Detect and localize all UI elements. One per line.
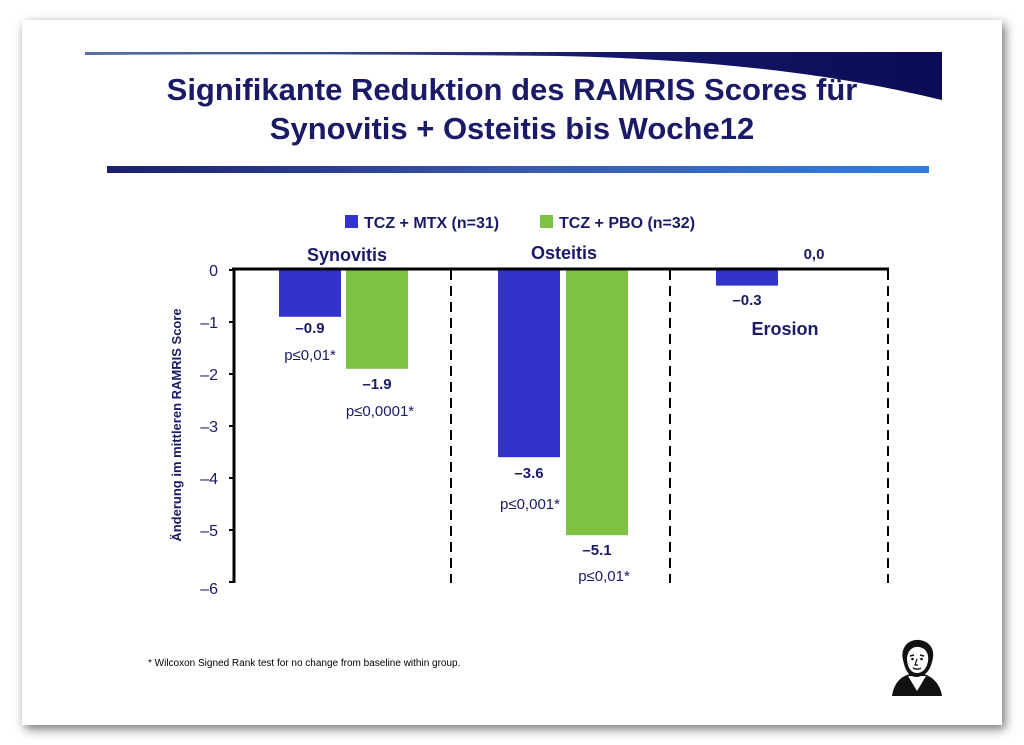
- footnote: * Wilcoxon Signed Rank test for no chang…: [148, 658, 461, 669]
- bar-value-label: –1.9: [362, 376, 391, 393]
- page-title: Signifikante Reduktion des RAMRIS Scores…: [0, 70, 1024, 148]
- title-line-1: Signifikante Reduktion des RAMRIS Scores…: [166, 72, 858, 107]
- bar-value-label: –5.1: [582, 542, 611, 559]
- y-axis-title: Änderung im mittleren RAMRIS Score: [169, 308, 184, 541]
- category-label-synovitis: Synovitis: [307, 245, 387, 265]
- category-label-erosion: Erosion: [751, 319, 818, 339]
- category-label-osteitis: Osteitis: [531, 243, 597, 263]
- y-tick-label: –2: [200, 367, 218, 384]
- header-swoosh: [85, 52, 942, 100]
- bar-osteitis-series-1: [498, 270, 560, 458]
- bar-osteitis-series-2: [566, 270, 628, 536]
- bar-synovitis-series-2: [346, 270, 408, 369]
- bars: [279, 270, 778, 536]
- legend-swatch-tcz-pbo: [540, 215, 553, 228]
- legend-label-tcz-pbo: TCZ + PBO (n=32): [559, 215, 695, 232]
- bar-value-label: 0,0: [804, 246, 825, 263]
- y-tick-label: –1: [200, 315, 218, 332]
- legend-label-tcz-mtx: TCZ + MTX (n=31): [364, 215, 499, 232]
- title-underline: [107, 166, 929, 173]
- p-value-label: p≤0,0001*: [346, 403, 414, 420]
- y-tick-label: 0: [209, 263, 218, 280]
- y-axis-ticks: 0 –1 –2 –3 –4 –5 –6: [200, 263, 234, 598]
- y-tick-label: –5: [200, 523, 218, 540]
- legend: TCZ + MTX (n=31) TCZ + PBO (n=32): [345, 215, 695, 232]
- bar-value-label: –0.3: [732, 292, 761, 309]
- bar-value-label: –3.6: [514, 465, 543, 482]
- bar-synovitis-series-1: [279, 270, 341, 317]
- p-value-label: p≤0,01*: [578, 568, 630, 585]
- bar-labels: –0.9 p≤0,01* –3.6 p≤0,001* –0.3 –1.9 p≤0,0001*…: [284, 246, 824, 585]
- bar-value-label: –0.9: [295, 320, 324, 337]
- y-tick-label: –4: [200, 471, 218, 488]
- p-value-label: p≤0,01*: [284, 347, 336, 364]
- y-tick-label: –6: [200, 581, 218, 598]
- p-value-label: p≤0,001*: [500, 496, 560, 513]
- bar-erosion-series-1: [716, 270, 778, 286]
- title-line-2: Synovitis + Osteitis bis Woche12: [269, 111, 755, 146]
- legend-swatch-tcz-mtx: [345, 215, 358, 228]
- axes: [232, 267, 889, 583]
- goethe-logo: [886, 636, 948, 698]
- y-tick-label: –3: [200, 419, 218, 436]
